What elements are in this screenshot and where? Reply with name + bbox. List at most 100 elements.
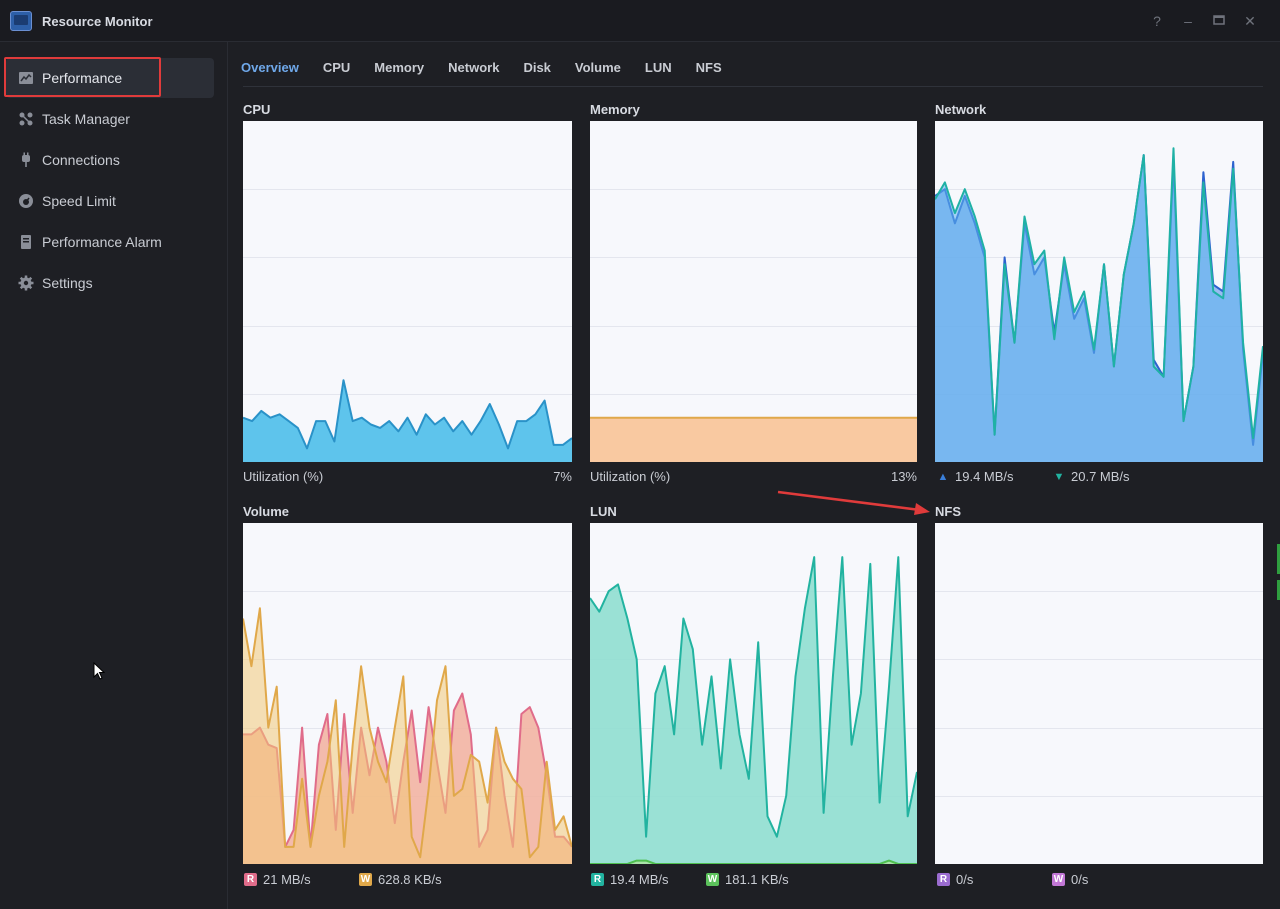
volume-read-legend: R 21 MB/s: [244, 872, 311, 887]
sidebar-item-label: Task Manager: [42, 111, 130, 127]
lun-read-value: 19.4 MB/s: [610, 872, 669, 887]
tab-volume[interactable]: Volume: [574, 60, 621, 75]
sidebar-item-performance[interactable]: Performance: [6, 58, 214, 98]
lun-series-1-line: [590, 859, 917, 864]
volume-chart[interactable]: [243, 523, 572, 864]
cpu-panel-title: CPU: [243, 102, 271, 117]
lun-write-legend: W 181.1 KB/s: [706, 872, 789, 887]
speed-limit-icon: [18, 193, 34, 209]
write-badge-icon: W: [706, 873, 719, 886]
volume-panel-title: Volume: [243, 504, 289, 519]
mouse-cursor-icon: [93, 662, 105, 680]
memory-panel-title: Memory: [590, 102, 640, 117]
sidebar-item-label: Speed Limit: [42, 193, 116, 209]
tab-nfs[interactable]: NFS: [695, 60, 722, 75]
main-content: Overview CPU Memory Network Disk Volume …: [229, 42, 1280, 909]
download-arrow-icon: ▼: [1053, 470, 1065, 483]
nfs-read-value: 0/s: [956, 872, 974, 887]
tab-divider: [243, 86, 1263, 87]
tab-disk[interactable]: Disk: [523, 60, 551, 75]
cpu-chart-svg: [243, 189, 572, 462]
network-upload-legend: ▲ 19.4 MB/s: [937, 469, 1014, 484]
network-upload-value: 19.4 MB/s: [955, 469, 1014, 484]
write-badge-icon: W: [1052, 873, 1065, 886]
upload-arrow-icon: ▲: [937, 470, 949, 483]
annotation-arrow: [777, 490, 930, 515]
lun-write-value: 181.1 KB/s: [725, 872, 789, 887]
tab-network[interactable]: Network: [448, 60, 500, 75]
lun-chart[interactable]: [590, 523, 917, 864]
volume-chart-svg: [243, 591, 572, 864]
help-icon[interactable]: ?: [1153, 13, 1161, 29]
title-bar: Resource Monitor ? – ✕: [0, 0, 1280, 42]
tab-overview[interactable]: Overview: [241, 60, 299, 75]
network-panel-title: Network: [935, 102, 987, 117]
volume-series-1-line: [243, 607, 572, 859]
network-chart[interactable]: [935, 121, 1263, 462]
minimize-icon[interactable]: –: [1184, 13, 1192, 29]
connections-icon: [18, 152, 34, 168]
tab-lun[interactable]: LUN: [644, 60, 672, 75]
nfs-chart-svg: [935, 591, 1263, 797]
gear-icon: [18, 275, 34, 291]
cpu-series-0-area: [243, 380, 572, 462]
app-title: Resource Monitor: [42, 14, 153, 29]
memory-value: 13%: [890, 469, 917, 484]
tab-memory[interactable]: Memory: [374, 60, 425, 75]
network-series-1-area: [935, 148, 1263, 462]
sidebar-item-speed-limit[interactable]: Speed Limit: [6, 181, 214, 221]
lun-series-1-area: [590, 860, 917, 864]
read-badge-icon: R: [937, 873, 950, 886]
tab-bar: Overview CPU Memory Network Disk Volume …: [241, 56, 746, 86]
volume-write-value: 628.8 KB/s: [378, 872, 442, 887]
write-badge-icon: W: [359, 873, 372, 886]
app-icon: [10, 11, 32, 31]
sidebar-item-label: Connections: [42, 152, 120, 168]
nfs-write-legend: W 0/s: [1052, 872, 1088, 887]
lun-read-legend: R 19.4 MB/s: [591, 872, 669, 887]
sidebar-item-label: Performance Alarm: [42, 234, 162, 250]
volume-series-0-line: [243, 692, 572, 848]
volume-read-value: 21 MB/s: [263, 872, 311, 887]
volume-series-1-area: [243, 608, 572, 864]
lun-series-0-area: [590, 557, 917, 864]
nfs-write-value: 0/s: [1071, 872, 1089, 887]
memory-chart[interactable]: [590, 121, 917, 462]
sidebar-item-label: Performance: [42, 70, 123, 86]
read-badge-icon: R: [591, 873, 604, 886]
cpu-chart[interactable]: [243, 121, 572, 462]
sidebar-item-connections[interactable]: Connections: [6, 140, 214, 180]
edge-strip: [1277, 544, 1280, 600]
volume-write-legend: W 628.8 KB/s: [359, 872, 442, 887]
alarm-icon: [18, 234, 34, 250]
nfs-panel-title: NFS: [935, 504, 961, 519]
sidebar-item-task-manager[interactable]: Task Manager: [6, 99, 214, 139]
lun-panel-title: LUN: [590, 504, 617, 519]
lun-series-0-line: [590, 556, 917, 838]
memory-chart-svg: [590, 189, 917, 462]
memory-caption: Utilization (%): [590, 469, 671, 484]
lun-chart-svg: [590, 556, 917, 864]
tab-cpu[interactable]: CPU: [322, 60, 351, 75]
task-manager-icon: [18, 111, 34, 127]
performance-icon: [18, 70, 34, 86]
network-chart-svg: [935, 147, 1263, 462]
network-series-1-line: [935, 147, 1263, 440]
sidebar-item-settings[interactable]: Settings: [6, 263, 214, 303]
sidebar-item-performance-alarm[interactable]: Performance Alarm: [6, 222, 214, 262]
highlight-box: [4, 57, 161, 97]
sidebar: Performance Task Manager Connections Spe…: [0, 42, 228, 909]
cpu-value: 7%: [553, 469, 572, 484]
nfs-read-legend: R 0/s: [937, 872, 973, 887]
maximize-icon[interactable]: [1211, 13, 1227, 29]
close-icon[interactable]: ✕: [1244, 13, 1256, 29]
cpu-series-0-line: [243, 379, 572, 450]
memory-series-0-area: [590, 417, 917, 462]
read-badge-icon: R: [244, 873, 257, 886]
network-download-legend: ▼ 20.7 MB/s: [1053, 469, 1130, 484]
sidebar-item-label: Settings: [42, 275, 93, 291]
network-download-value: 20.7 MB/s: [1071, 469, 1130, 484]
cpu-caption: Utilization (%): [243, 469, 324, 484]
nfs-chart[interactable]: [935, 523, 1263, 864]
